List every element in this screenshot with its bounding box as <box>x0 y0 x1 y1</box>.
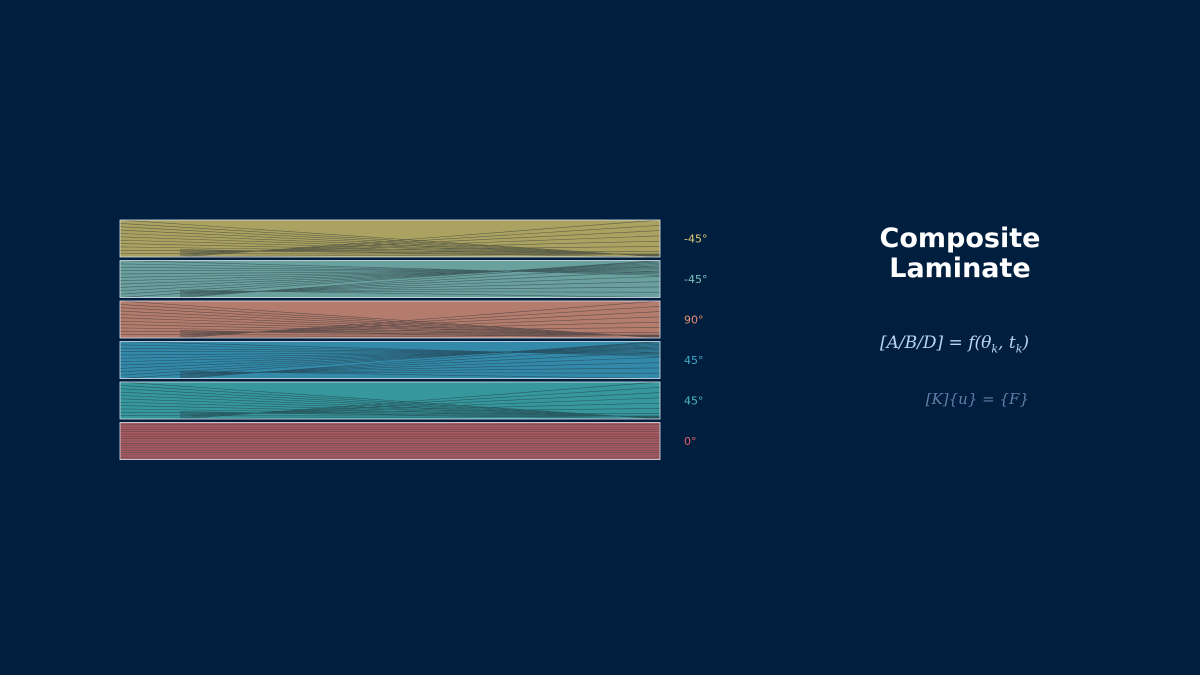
ply-border <box>119 381 661 420</box>
ply-border <box>119 422 661 460</box>
fiber-lines <box>120 424 660 458</box>
title-line-1: Composite <box>879 223 1041 254</box>
abd-equation: [A/B/D] = f(θk, tk) <box>879 333 1029 356</box>
ply-angle-label: 0° <box>684 435 697 448</box>
fiber-lines <box>120 301 660 338</box>
ply-2: 90° <box>119 300 704 339</box>
ply-4: 45° <box>119 381 704 420</box>
fiber-lines <box>120 382 660 419</box>
ply-border <box>119 341 661 379</box>
page-title: Composite Laminate <box>860 224 1060 284</box>
ply-0: -45° <box>119 219 707 258</box>
stiffness-equation: [K]{u} = {F} <box>925 390 1029 408</box>
ply-angle-label: -45° <box>684 273 707 286</box>
ply-angle-label: 45° <box>684 354 704 367</box>
fiber-lines <box>120 260 660 298</box>
ply-border <box>119 300 661 339</box>
ply-angle-label: -45° <box>684 233 707 246</box>
ply-3: 45° <box>119 341 704 379</box>
fiber-lines <box>120 220 660 257</box>
laminate-stack: -45° -45° 90° 45° 45° 0° <box>119 219 707 460</box>
ply-border <box>119 219 661 258</box>
ply-1: -45° <box>119 260 707 298</box>
fiber-lines <box>120 341 660 379</box>
ply-5: 0° <box>119 422 697 460</box>
ply-border <box>119 260 661 298</box>
ply-angle-label: 45° <box>684 395 704 408</box>
ply-angle-label: 90° <box>684 314 704 327</box>
title-line-2: Laminate <box>889 253 1031 284</box>
